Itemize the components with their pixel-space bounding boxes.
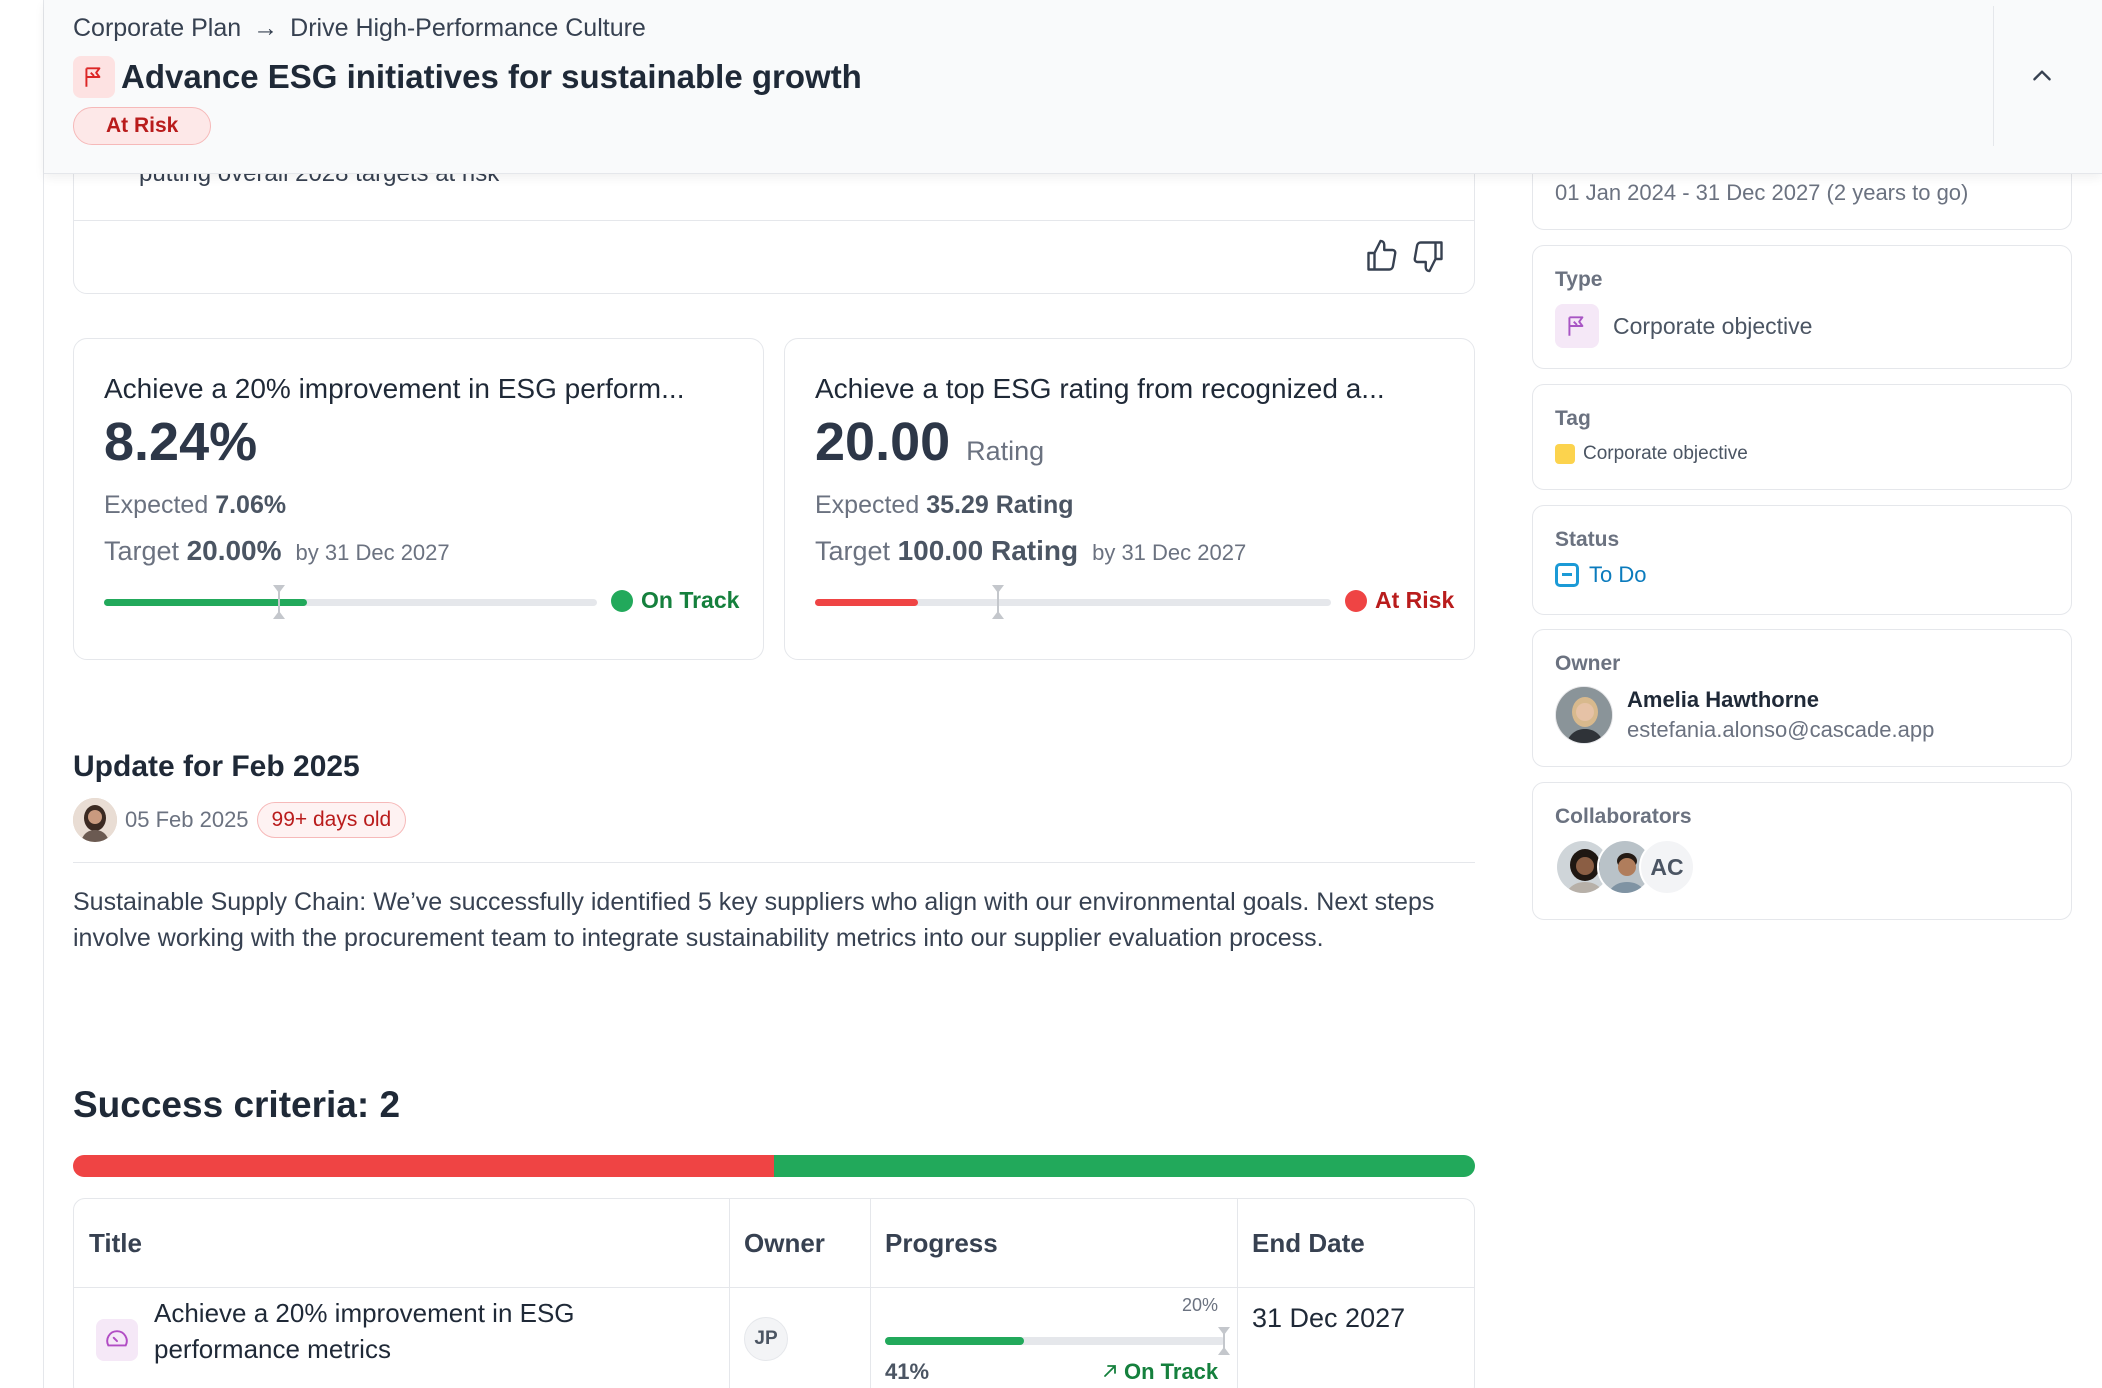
breadcrumb: Corporate Plan → Drive High-Performance … (73, 14, 646, 43)
kpi-value: 20.00 Rating (815, 412, 1045, 472)
kpi-expected: Expected 7.06% (104, 491, 287, 519)
collaborators-list[interactable]: AC (1555, 839, 1695, 895)
status-segment (73, 1155, 774, 1177)
tag-label: Tag (1555, 407, 1591, 430)
row-progress-percent: 41% (885, 1359, 930, 1384)
collaborators-card: Collaborators AC (1532, 782, 2072, 920)
feedback-actions (1364, 238, 1446, 279)
update-age-badge: 99+ days old (256, 802, 407, 838)
left-rail (0, 0, 44, 1388)
breadcrumb-item[interactable]: Corporate Plan (73, 14, 242, 42)
flag-icon (73, 56, 115, 98)
kpi-status: At Risk (1345, 587, 1454, 614)
kpi-title: Achieve a 20% improvement in ESG perform… (104, 373, 685, 404)
collaborators-label: Collaborators (1555, 805, 1692, 828)
collaborator-initials[interactable]: AC (1639, 839, 1695, 895)
column-divider (1237, 1199, 1238, 1388)
kpi-card[interactable]: Achieve a top ESG rating from recognized… (784, 338, 1475, 660)
kpi-target: Target 20.00% by 31 Dec 2027 (104, 535, 450, 566)
chevron-up-icon[interactable] (2022, 56, 2062, 96)
sticky-header (44, 0, 2102, 174)
kpi-progress-bar (104, 585, 597, 619)
card-footer-divider (74, 220, 1474, 221)
kpi-progress-fill (815, 599, 919, 606)
page-title: Advance ESG initiatives for sustainable … (121, 58, 862, 95)
trend-up-icon (1102, 1359, 1118, 1385)
column-divider (870, 1199, 871, 1388)
expected-marker (273, 585, 286, 619)
column-header-owner[interactable]: Owner (744, 1227, 825, 1258)
breadcrumb-item[interactable]: Drive High-Performance Culture (290, 14, 646, 42)
row-progress-bar (885, 1327, 1230, 1355)
avatar (1555, 686, 1613, 744)
kpi-expected: Expected 35.29 Rating (815, 491, 1074, 519)
type-label: Type (1555, 268, 1603, 291)
row-end-date: 31 Dec 2027 (1252, 1303, 1406, 1333)
thumbs-up-icon[interactable] (1364, 238, 1400, 279)
expected-label: 20% (1182, 1295, 1219, 1315)
update-body: Sustainable Supply Chain: We’ve successf… (73, 888, 1435, 952)
todo-status-icon (1555, 563, 1579, 587)
flag-icon (1555, 304, 1599, 348)
owner-card: Owner Amelia Hawthorne estefania.alonso@… (1532, 629, 2072, 767)
tag-card: Tag Corporate objective (1532, 384, 2072, 490)
expected-marker (1218, 1327, 1230, 1355)
status-segment (774, 1155, 1475, 1177)
owner-name: Amelia Hawthorne (1627, 687, 1819, 712)
success-criteria-title: Success criteria: 2 (73, 1084, 401, 1125)
column-header-end-date[interactable]: End Date (1252, 1227, 1365, 1258)
kpi-progress-fill (104, 599, 308, 606)
kpi-target: Target 100.00 Rating by 31 Dec 2027 (815, 535, 1247, 566)
column-header-progress[interactable]: Progress (885, 1227, 998, 1258)
owner-avatar[interactable]: JP (744, 1317, 788, 1361)
divider (73, 862, 1475, 863)
kpi-title: Achieve a top ESG rating from recognized… (815, 373, 1385, 404)
status-dot-icon (1345, 589, 1367, 612)
success-criteria-status-bar (73, 1155, 1475, 1177)
tag-value[interactable]: Corporate objective (1555, 443, 1748, 465)
owner-info[interactable]: Amelia Hawthorne estefania.alonso@cascad… (1555, 686, 1934, 744)
header-divider (1993, 6, 1994, 146)
type-card: Type Corporate objective (1532, 245, 2072, 369)
status-label: Status (1555, 528, 1620, 551)
row-divider (74, 1287, 1474, 1288)
owner-email: estefania.alonso@cascade.app (1627, 717, 1935, 742)
success-criteria-table: Title Owner Progress End Date Achieve a … (73, 1198, 1475, 1388)
owner-label: Owner (1555, 652, 1621, 675)
status-dot-icon (611, 589, 633, 612)
update-date: 05 Feb 2025 (125, 807, 249, 832)
expected-marker (992, 585, 1005, 619)
arrow-right-icon: → (253, 14, 279, 42)
update-title: Update for Feb 2025 (73, 750, 360, 783)
kpi-value: 8.24% (104, 412, 258, 472)
date-range: 01 Jan 2024 - 31 Dec 2027 (2 years to go… (1555, 180, 1969, 205)
tag-color-swatch (1555, 444, 1575, 464)
status-card: Status To Do (1532, 505, 2072, 615)
thumbs-down-icon[interactable] (1410, 238, 1446, 279)
row-status: On Track (1102, 1359, 1218, 1385)
type-value[interactable]: Corporate objective (1555, 304, 1812, 348)
row-title[interactable]: Achieve a 20% improvement in ESG perform… (154, 1298, 575, 1364)
gauge-icon (96, 1319, 138, 1361)
status-value[interactable]: To Do (1555, 562, 1646, 588)
column-header-title[interactable]: Title (89, 1227, 142, 1258)
kpi-status: On Track (611, 587, 739, 614)
kpi-card[interactable]: Achieve a 20% improvement in ESG perform… (73, 338, 764, 660)
row-progress-fill (885, 1337, 1025, 1345)
page-title-row: Advance ESG initiatives for sustainable … (73, 56, 862, 98)
avatar[interactable] (1597, 839, 1653, 895)
kpi-progress-bar (815, 585, 1331, 619)
avatar[interactable] (73, 798, 117, 842)
column-divider (729, 1199, 730, 1388)
status-badge[interactable]: At Risk (73, 107, 212, 145)
update-meta: 05 Feb 2025 99+ days old (73, 798, 407, 842)
